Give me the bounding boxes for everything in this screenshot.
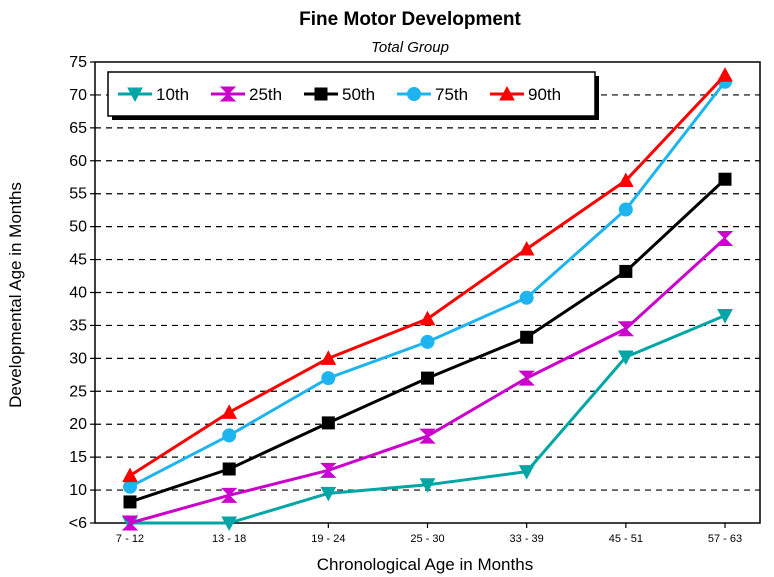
y-tick-label: 45 [69, 252, 87, 269]
data-point [520, 330, 534, 344]
data-point [617, 321, 635, 337]
y-axis-label: Developmental Age in Months [6, 182, 25, 408]
data-point [320, 462, 337, 478]
y-tick-label: 70 [69, 87, 87, 104]
x-tick-label: 45 - 51 [609, 533, 643, 545]
y-tick-label: 35 [69, 317, 87, 334]
data-point [716, 230, 734, 246]
data-point [518, 370, 535, 386]
y-tick-label: 40 [69, 285, 87, 302]
legend-label: 10th [156, 85, 189, 104]
data-point [518, 465, 535, 480]
y-tick-label: 75 [69, 54, 87, 71]
data-point [618, 202, 633, 217]
x-axis-label: Chronological Age in Months [317, 555, 533, 574]
y-tick-label: 10 [69, 482, 87, 499]
legend-item-50th: 50th [304, 85, 375, 104]
series-lines [121, 67, 734, 532]
series-line [129, 80, 727, 489]
data-point [519, 290, 534, 305]
data-point [717, 309, 733, 324]
data-point [127, 87, 143, 103]
legend-item-10th: 10th [118, 85, 189, 104]
series-75th [123, 74, 732, 494]
series-25th [121, 230, 734, 531]
data-point [321, 371, 336, 386]
x-tick-label: 33 - 39 [510, 533, 544, 545]
y-tick-label: 25 [69, 383, 87, 400]
legend-label: 75th [435, 85, 468, 104]
legend: 10th 25th 50th 75th 90th [107, 71, 599, 120]
x-tick-label: 25 - 30 [410, 533, 444, 545]
y-tick-label: 20 [69, 416, 87, 433]
data-point [123, 479, 137, 494]
x-axis: 7 - 12 13 - 18 19 - 24 25 - 30 33 - 39 45 - 5… [116, 523, 742, 545]
x-tick-label: 19 - 24 [311, 533, 345, 545]
legend-item-25th: 25th [211, 85, 282, 104]
data-point [222, 462, 236, 476]
y-tick-label: 30 [69, 350, 87, 367]
legend-item-90th: 90th [490, 85, 561, 104]
series-90th [122, 67, 733, 483]
x-tick-label: 57 - 63 [708, 533, 742, 545]
data-point [122, 467, 138, 483]
legend-label: 25th [249, 85, 282, 104]
data-point [222, 428, 237, 443]
data-point [219, 86, 237, 102]
x-tick-label: 13 - 18 [212, 533, 246, 545]
data-point [320, 350, 337, 365]
legend-label: 50th [342, 85, 375, 104]
data-point [617, 172, 634, 188]
x-tick-label: 7 - 12 [116, 533, 144, 545]
data-point [421, 371, 434, 385]
data-point [321, 416, 335, 430]
data-point [419, 310, 436, 326]
data-point [314, 87, 328, 101]
data-point [221, 404, 238, 419]
data-point [221, 516, 238, 532]
data-point [220, 487, 238, 503]
data-point [320, 486, 337, 502]
data-point [619, 264, 633, 278]
chart-subtitle: Total Group [371, 39, 449, 56]
data-point [518, 240, 535, 256]
series-50th [123, 172, 732, 509]
y-tick-label: 15 [69, 449, 87, 466]
legend-item-75th: 75th [397, 85, 468, 104]
chart-title: Fine Motor Development [299, 9, 521, 30]
y-tick-label: 60 [69, 153, 87, 170]
data-point [420, 334, 435, 349]
data-point [617, 350, 634, 366]
data-point [123, 495, 137, 509]
data-point [718, 172, 732, 186]
series-line [129, 74, 727, 477]
y-axis: <6 10 15 20 25 30 35 40 45 50 55 60 65 70 75 [69, 54, 95, 532]
data-point [407, 87, 421, 101]
y-tick-label: <6 [69, 515, 87, 532]
data-point [499, 85, 515, 101]
data-point [717, 67, 733, 82]
legend-label: 90th [528, 85, 561, 104]
y-tick-label: 50 [69, 219, 87, 236]
data-point [419, 478, 436, 493]
data-point [419, 428, 436, 444]
y-tick-label: 55 [69, 186, 87, 203]
data-point [121, 515, 139, 531]
y-tick-label: 65 [69, 120, 87, 137]
